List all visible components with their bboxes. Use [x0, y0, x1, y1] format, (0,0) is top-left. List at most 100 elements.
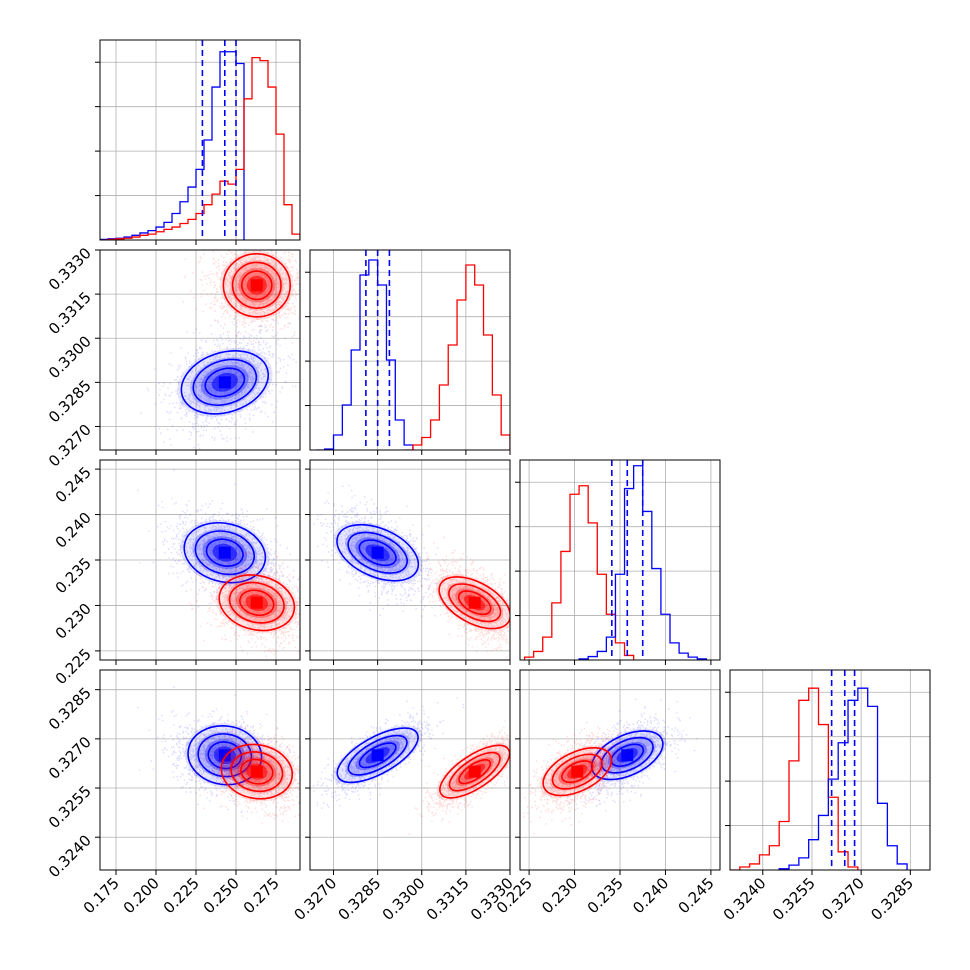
x-tick-label: 0.3270 — [291, 874, 341, 924]
axes-frame — [99, 249, 301, 451]
contour-line — [220, 743, 294, 800]
x-tick-label: 0.275 — [240, 874, 283, 917]
scatter-panel-4-3: 0.225 0.230 0.235 0.240 0.245 — [493, 669, 721, 917]
contour-line — [230, 751, 284, 793]
contour-line — [231, 261, 282, 309]
contour-line — [218, 574, 296, 632]
contour-line — [205, 538, 244, 567]
x-tick-label: 0.3240 — [720, 874, 770, 924]
contour-line — [336, 727, 419, 784]
y-tick-label: 0.235 — [52, 554, 95, 597]
y-tick-label: 0.3270 — [45, 733, 95, 783]
axes-frame — [99, 669, 301, 871]
y-tick-label: 0.3285 — [45, 376, 95, 426]
x-tick-label: 0.225 — [160, 874, 203, 917]
x-tick-label: 0.250 — [200, 874, 243, 917]
contour-line — [204, 367, 246, 398]
contour-line — [438, 576, 510, 630]
scatter-points — [182, 250, 300, 345]
x-tick-label: 0.175 — [80, 874, 123, 917]
axes-frame — [309, 669, 511, 871]
x-tick-label: 0.230 — [538, 874, 581, 917]
contour-line — [192, 358, 258, 406]
density-peak — [468, 765, 481, 778]
contour-line — [228, 581, 285, 624]
scatter-points — [190, 713, 300, 825]
contour-line — [336, 523, 420, 582]
histogram-panel-3 — [515, 459, 721, 665]
y-tick-label: 0.230 — [52, 600, 95, 643]
contour-line — [183, 522, 267, 584]
contour-line — [240, 270, 273, 301]
scatter-points — [312, 697, 465, 809]
x-tick-label: 0.3285 — [335, 874, 385, 924]
contour-line — [358, 742, 397, 769]
contour-line — [194, 530, 256, 576]
contour-line — [448, 583, 502, 623]
x-tick-label: 0.3270 — [818, 874, 868, 924]
x-tick-label: 0.3255 — [769, 874, 819, 924]
y-tick-label: 0.3285 — [45, 684, 95, 734]
contour-line — [347, 531, 408, 574]
scatter-points — [140, 298, 297, 450]
contour-line — [180, 350, 270, 415]
density-peak — [621, 749, 634, 762]
scatter-panel-4-1: 0.1750.2000.2250.2500.2750.32400.32550.3… — [45, 669, 301, 917]
y-tick-label: 0.3315 — [45, 288, 95, 338]
contour-line — [542, 747, 613, 797]
histogram-step — [778, 687, 908, 870]
histogram-panel-1 — [95, 39, 301, 245]
density-peak — [250, 596, 263, 609]
contour-line — [347, 734, 408, 776]
contour-line — [358, 539, 397, 567]
contour-line — [561, 760, 594, 784]
contour-line — [551, 753, 603, 790]
density-peak — [218, 546, 231, 559]
scatter-points — [137, 469, 300, 619]
scatter-panel-3-2 — [305, 459, 511, 665]
density-peak — [218, 749, 231, 762]
histogram-step — [315, 259, 414, 450]
histogram-step — [578, 465, 708, 660]
x-tick-label: 0.3300 — [379, 874, 429, 924]
x-tick-label: 0.235 — [584, 874, 627, 917]
contour-line — [239, 589, 275, 617]
histogram-panel-4: 0.3240 0.3255 0.3270 0.3285 — [720, 669, 931, 924]
density-peak — [571, 765, 584, 778]
axes-frame — [309, 249, 511, 451]
y-tick-label: 0.3330 — [45, 244, 95, 294]
histogram-panel-2 — [305, 249, 511, 455]
contour-line — [439, 744, 510, 799]
x-tick-label: 0.3285 — [867, 874, 917, 924]
density-peak — [371, 546, 384, 559]
scatter-points — [313, 484, 465, 617]
contour-line — [240, 758, 274, 785]
histogram-step — [523, 485, 635, 660]
contour-line — [458, 759, 492, 785]
contour-line — [207, 741, 243, 770]
density-peak — [468, 596, 481, 609]
scatter-points — [186, 538, 300, 658]
density-peak — [250, 765, 263, 778]
y-tick-label: 0.3240 — [45, 831, 95, 881]
contour-line — [590, 730, 664, 781]
contour-line — [448, 751, 501, 792]
histogram-step — [730, 687, 859, 870]
density-peak — [371, 749, 384, 762]
histogram-step — [404, 264, 510, 450]
scatter-points — [137, 686, 300, 813]
contour-line — [222, 252, 292, 318]
y-tick-label: 0.3270 — [45, 421, 95, 471]
x-tick-label: 0.200 — [120, 874, 163, 917]
y-tick-label: 0.225 — [52, 645, 95, 688]
y-tick-label: 0.3255 — [45, 782, 95, 832]
histogram-step — [100, 51, 245, 240]
density-peak — [250, 279, 263, 292]
y-tick-label: 0.3300 — [45, 332, 95, 382]
x-tick-label: 0.240 — [629, 874, 672, 917]
histogram-step — [100, 56, 300, 240]
